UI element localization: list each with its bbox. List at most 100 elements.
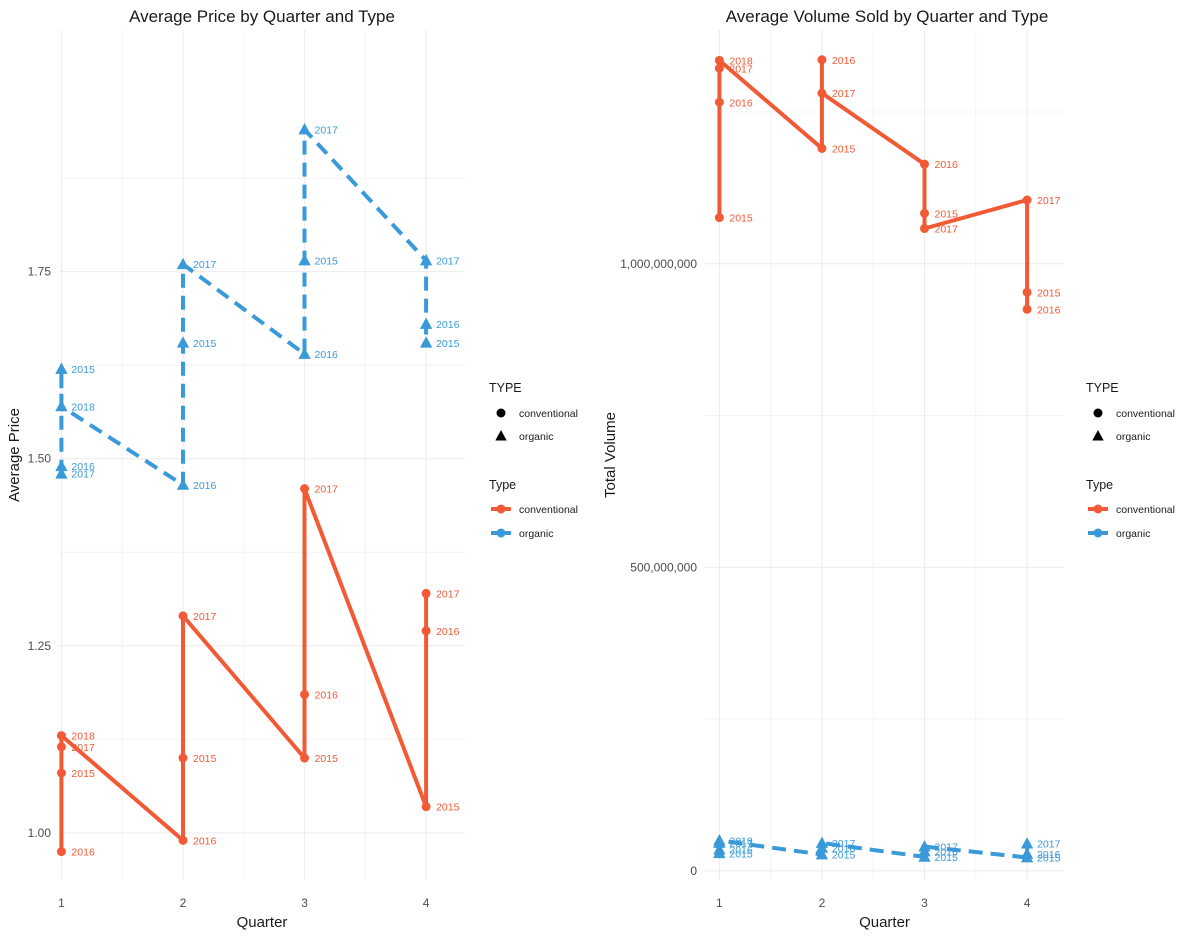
data-point-circle: [817, 143, 827, 153]
x-axis-title: Quarter: [237, 914, 288, 931]
data-label: 2017: [729, 63, 753, 75]
legend-key-circle: [496, 408, 506, 418]
data-label: 2017: [315, 125, 339, 137]
data-point-triangle: [1020, 837, 1034, 849]
data-label: 2018: [729, 55, 753, 67]
data-label: 2015: [193, 338, 217, 350]
data-label: 2015: [436, 338, 460, 350]
data-label: 2016: [832, 55, 856, 67]
legend-key-point: [496, 504, 506, 514]
x-tick-label: 3: [301, 896, 308, 910]
data-point-triangle: [298, 347, 311, 359]
legend-shape-title: TYPE: [1086, 381, 1119, 395]
data-point-triangle: [298, 253, 311, 266]
data-label: 2017: [193, 259, 217, 271]
legend-item-label: conventional: [1116, 504, 1175, 516]
data-label: 2016: [1037, 849, 1061, 861]
data-point-triangle: [55, 459, 68, 472]
legend: TYPEconventionalorganicTypeconventionalo…: [489, 381, 578, 540]
data-point-triangle: [815, 848, 829, 860]
data-point-circle: [1022, 304, 1032, 314]
data-label: 2017: [832, 838, 856, 850]
legend: TYPEconventionalorganicTypeconventionalo…: [1086, 381, 1175, 540]
data-point-circle: [920, 208, 930, 218]
data-point-circle: [421, 588, 431, 598]
legend-key-point: [496, 528, 506, 538]
data-label: 2017: [71, 469, 95, 481]
data-label: 2015: [315, 753, 339, 765]
data-label: 2017: [832, 88, 856, 100]
data-label: 2016: [832, 843, 856, 855]
data-label: 2018: [71, 401, 95, 413]
y-axis-title: Total Volume: [602, 412, 619, 498]
data-label: 2016: [729, 845, 753, 857]
data-point-circle: [714, 213, 724, 223]
x-tick-label: 2: [180, 896, 187, 910]
data-point-circle: [300, 689, 310, 699]
data-label: 2016: [71, 461, 95, 473]
data-label: 2015: [832, 143, 856, 155]
data-point-triangle: [1020, 847, 1034, 859]
x-tick-label: 4: [423, 896, 430, 910]
data-point-circle: [56, 731, 66, 741]
data-label: 2016: [193, 835, 217, 847]
data-point-circle: [300, 484, 310, 494]
data-label: 2016: [193, 480, 217, 492]
y-tick-label: 1.50: [28, 452, 52, 466]
data-label: 2015: [729, 848, 753, 860]
data-label: 2015: [193, 753, 217, 765]
data-point-circle: [920, 159, 930, 169]
data-label: 2015: [1037, 287, 1061, 299]
data-label: 2015: [935, 852, 959, 864]
data-label: 2017: [315, 484, 339, 496]
data-label: 2016: [436, 626, 460, 638]
legend-key-triangle: [495, 430, 507, 441]
data-label: 2017: [436, 588, 460, 600]
data-label: 2016: [1037, 304, 1061, 316]
legend-key-point: [1093, 528, 1103, 538]
data-label: 2016: [315, 349, 339, 361]
data-label: 2016: [71, 847, 95, 859]
data-point-triangle: [713, 843, 726, 855]
data-point-circle: [56, 742, 66, 752]
legend-line-title: Type: [489, 478, 516, 492]
chart-panel-1: 1 2 3 4 1.00 1.25 1.50 1.75 Average Price by Qua…: [6, 7, 578, 931]
data-label: 2016: [436, 319, 460, 331]
data-label: 2017: [1037, 839, 1061, 851]
legend-item-label: organic: [519, 528, 553, 540]
x-tick-label: 4: [1024, 896, 1031, 910]
data-label: 2017: [193, 611, 217, 623]
data-label: 2015: [832, 850, 856, 862]
data-point-circle: [817, 88, 827, 98]
legend-item-label: organic: [1116, 528, 1150, 540]
chart-panel-2: 1 2 3 4 0 500,000,000 1,000,000,000 Average Vol…: [602, 7, 1175, 931]
x-tick-label: 1: [716, 896, 723, 910]
data-point-circle: [178, 611, 188, 621]
y-tick-label: 1.00: [28, 826, 52, 840]
data-label: 2016: [315, 689, 339, 701]
data-label: 2017: [436, 255, 460, 267]
data-label: 2015: [436, 802, 460, 814]
data-point-triangle: [419, 253, 433, 266]
y-tick-label: 1.25: [28, 639, 52, 653]
y-tick-label: 1,000,000,000: [620, 257, 697, 271]
data-point-circle: [1022, 195, 1032, 205]
x-tick-label: 3: [921, 896, 928, 910]
data-point-circle: [817, 55, 827, 65]
data-point-triangle: [419, 317, 433, 329]
data-label: 2015: [729, 213, 753, 225]
legend-item-label: conventional: [519, 504, 578, 516]
data-label: 2016: [935, 846, 959, 858]
data-point-circle: [714, 97, 724, 107]
data-label: 2015: [315, 255, 339, 267]
y-tick-label: 1.75: [28, 265, 52, 279]
data-point-circle: [56, 847, 66, 857]
y-tick-label: 0: [690, 864, 697, 878]
x-tick-label: 1: [58, 896, 65, 910]
data-label: 2016: [729, 97, 753, 109]
data-point-triangle: [55, 362, 68, 374]
legend-item-label: organic: [1116, 431, 1150, 443]
legend-item-label: organic: [519, 431, 553, 443]
data-point-triangle: [176, 478, 190, 490]
